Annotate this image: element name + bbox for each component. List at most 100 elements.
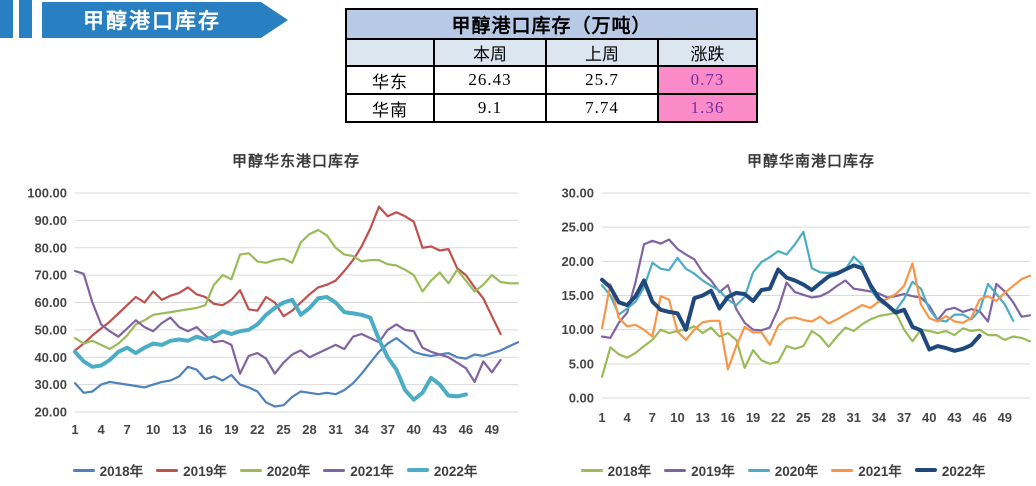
legend-item-2018年: 2018年 bbox=[580, 460, 652, 480]
chart-canvas: 0.00 5.00 10.00 15.00 20.00 25.00 30.00 1 4 7 10 13… bbox=[561, 186, 1032, 425]
table-title: 甲醇港口库存（万吨） bbox=[344, 8, 759, 40]
accent-bar bbox=[0, 0, 13, 38]
x-axis-label: 4 bbox=[97, 422, 105, 437]
legend-swatch bbox=[914, 467, 937, 473]
series-line-2018年 bbox=[600, 311, 1032, 378]
legend-label: 2019年 bbox=[691, 464, 735, 479]
x-axis-label: 1 bbox=[598, 410, 605, 425]
series-line-2021年 bbox=[73, 269, 502, 383]
accent-bar bbox=[19, 0, 32, 38]
plot-area: 0.00 5.00 10.00 15.00 20.00 25.00 30.00 1 4 7 10 13… bbox=[530, 180, 1036, 461]
x-axis-label: 10 bbox=[670, 410, 684, 425]
region-label: 华南 bbox=[345, 93, 435, 123]
col-header-last-week: 上周 bbox=[545, 38, 659, 67]
x-axis-label: 16 bbox=[721, 410, 735, 425]
y-axis-label: 30.00 bbox=[34, 377, 67, 392]
legend-item-2018年: 2018年 bbox=[72, 460, 144, 480]
legend-item-2022年: 2022年 bbox=[406, 460, 478, 480]
legend-item-2020年: 2020年 bbox=[747, 460, 819, 480]
x-axis-label: 25 bbox=[796, 410, 810, 425]
series-line-2022年 bbox=[73, 295, 468, 402]
series-line-2019年 bbox=[600, 238, 1032, 339]
x-axis-label: 19 bbox=[746, 410, 760, 425]
chart-title: 甲醇华南港口库存 bbox=[746, 153, 875, 170]
y-axis-label: 60.00 bbox=[34, 295, 67, 310]
legend-item-2019年: 2019年 bbox=[664, 460, 735, 480]
legend-swatch bbox=[72, 468, 95, 472]
y-axis-label: 80.00 bbox=[34, 240, 67, 255]
last-week-value: 7.74 bbox=[545, 93, 659, 123]
legend-swatch bbox=[406, 467, 429, 473]
x-axis-label: 37 bbox=[897, 410, 911, 425]
legend-item-2020年: 2020年 bbox=[239, 460, 311, 480]
table-header-row: 本周 上周 涨跌 bbox=[345, 38, 759, 67]
col-header-this-week: 本周 bbox=[433, 38, 547, 67]
legend: 2018年 2019年 2020年 2021年 2022年 bbox=[28, 460, 522, 480]
table-row: 华东 26.43 25.7 0.73 bbox=[345, 65, 759, 95]
x-axis-label: 22 bbox=[250, 422, 264, 437]
section-banner: 甲醇港口库存 bbox=[42, 2, 288, 38]
y-axis-label: 10.00 bbox=[561, 322, 594, 337]
x-axis-label: 37 bbox=[380, 422, 394, 437]
legend-swatch bbox=[156, 468, 179, 472]
legend-item-2021年: 2021年 bbox=[831, 460, 902, 480]
x-axis-label: 31 bbox=[847, 410, 861, 425]
x-axis-label: 13 bbox=[172, 422, 186, 437]
legend-label: 2018年 bbox=[607, 464, 652, 479]
col-header-change: 涨跌 bbox=[656, 38, 759, 67]
legend-swatch bbox=[239, 468, 262, 472]
series-line-2019年 bbox=[73, 205, 502, 352]
region-label: 华东 bbox=[345, 65, 435, 95]
y-axis-label: 30.00 bbox=[561, 186, 594, 201]
x-axis-label: 34 bbox=[354, 422, 369, 437]
y-axis-label: 100.00 bbox=[28, 186, 67, 201]
plot-area: 20.00 30.00 40.00 50.00 60.00 70.00 80.00 90.00… bbox=[27, 180, 522, 461]
this-week-value: 9.1 bbox=[433, 93, 547, 123]
legend-label: 2021年 bbox=[350, 464, 394, 479]
x-axis-label: 40 bbox=[407, 422, 421, 437]
legend-swatch bbox=[580, 468, 603, 472]
legend-label: 2020年 bbox=[266, 464, 311, 479]
legend-swatch bbox=[323, 468, 346, 472]
x-axis-label: 13 bbox=[695, 410, 709, 425]
chart-title: 甲醇华东港口库存 bbox=[231, 153, 360, 170]
x-axis-label: 10 bbox=[146, 422, 160, 437]
legend-label: 2019年 bbox=[183, 464, 227, 479]
series-line-2018年 bbox=[73, 337, 520, 408]
x-axis-label: 22 bbox=[771, 410, 785, 425]
x-axis-label: 46 bbox=[459, 422, 473, 437]
x-axis-label: 43 bbox=[947, 410, 961, 425]
y-axis-label: 20.00 bbox=[34, 405, 67, 420]
series-line-2022年 bbox=[600, 263, 982, 353]
legend-item-2019年: 2019年 bbox=[156, 460, 227, 480]
x-axis-label: 25 bbox=[276, 422, 290, 437]
this-week-value: 26.43 bbox=[433, 65, 547, 95]
x-axis-label: 28 bbox=[821, 410, 835, 425]
legend-label: 2020年 bbox=[774, 464, 819, 479]
legend-label: 2022年 bbox=[433, 464, 478, 479]
x-axis-label: 16 bbox=[198, 422, 212, 437]
series-line-2020年 bbox=[73, 228, 520, 351]
table-title-row: 甲醇港口库存（万吨） bbox=[344, 8, 759, 40]
legend-swatch bbox=[664, 468, 687, 472]
last-week-value: 25.7 bbox=[545, 65, 659, 95]
x-axis-label: 19 bbox=[224, 422, 238, 437]
series-line-2020年 bbox=[600, 230, 1015, 323]
change-value: 0.73 bbox=[656, 65, 759, 95]
chart-canvas: 20.00 30.00 40.00 50.00 60.00 70.00 80.00 90.00… bbox=[27, 186, 520, 437]
change-value: 1.36 bbox=[656, 93, 759, 123]
legend-swatch bbox=[747, 468, 770, 472]
x-axis-label: 34 bbox=[872, 410, 887, 425]
col-header-region bbox=[345, 38, 435, 67]
y-axis-label: 70.00 bbox=[34, 268, 67, 283]
table-row: 华南 9.1 7.74 1.36 bbox=[345, 93, 759, 123]
y-axis-label: 25.00 bbox=[561, 220, 594, 235]
x-axis-label: 28 bbox=[302, 422, 316, 437]
legend-label: 2018年 bbox=[99, 464, 144, 479]
legend: 2018年 2019年 2020年 2021年 2022年 bbox=[530, 460, 1036, 480]
x-axis-label: 49 bbox=[485, 422, 499, 437]
y-axis-label: 50.00 bbox=[34, 322, 67, 337]
legend-swatch bbox=[831, 468, 854, 472]
y-axis-label: 20.00 bbox=[561, 254, 594, 269]
x-axis-label: 4 bbox=[624, 410, 632, 425]
